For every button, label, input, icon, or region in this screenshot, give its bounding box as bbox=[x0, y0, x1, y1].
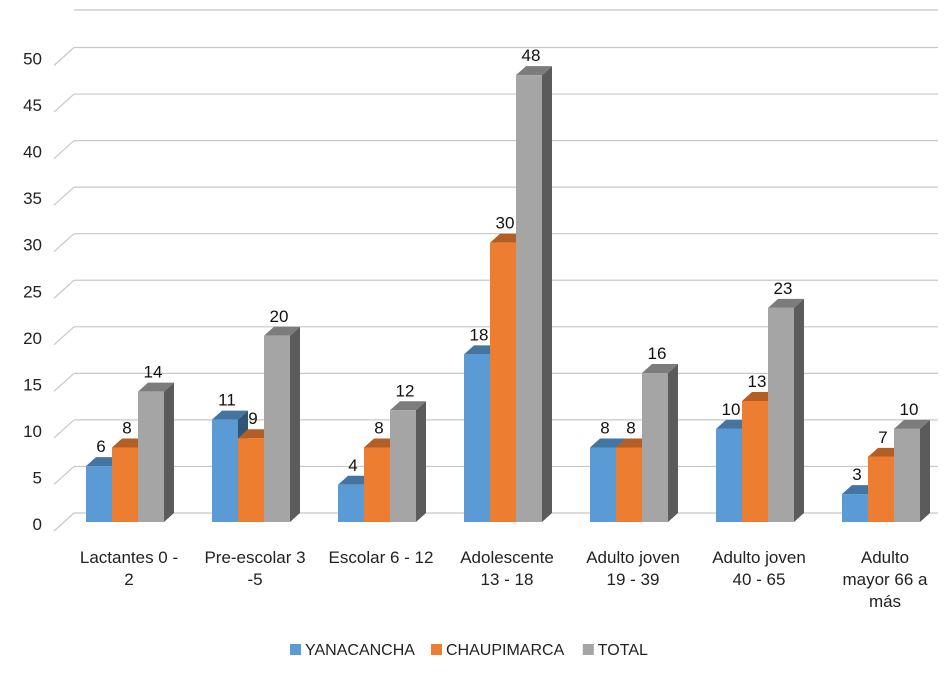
data-label: 13 bbox=[748, 372, 767, 391]
data-label: 8 bbox=[626, 419, 635, 438]
x-axis-category-labels: Lactantes 0 -2 Pre-escolar 3 -5 Escolar 6 -… bbox=[80, 548, 928, 611]
x-category-label: Pre-escolar 3 -5 bbox=[204, 548, 305, 589]
legend: YANACANCHA CHAUPIMARCA TOTAL bbox=[290, 642, 648, 659]
legend-label: YANACANCHA bbox=[305, 642, 415, 659]
bar-total-1 bbox=[264, 326, 300, 522]
legend-label: CHAUPIMARCA bbox=[446, 642, 565, 659]
y-tick-label: 30 bbox=[23, 236, 42, 255]
data-label: 18 bbox=[470, 325, 489, 344]
x-category-label: Adulto joven 40 - 65 bbox=[712, 548, 806, 589]
legend-swatch bbox=[582, 644, 594, 655]
data-label: 10 bbox=[722, 400, 741, 419]
data-label: 8 bbox=[374, 419, 383, 438]
y-tick-label: 0 bbox=[33, 515, 42, 534]
data-label: 3 bbox=[852, 465, 861, 484]
legend-item-total: TOTAL bbox=[582, 642, 648, 659]
data-label: 10 bbox=[900, 400, 919, 419]
bar-total-4 bbox=[642, 364, 678, 522]
y-tick-label: 10 bbox=[23, 422, 42, 441]
data-label: 8 bbox=[600, 419, 609, 438]
legend-swatch bbox=[431, 644, 442, 655]
x-category-label: Adolescente 13 - 18 bbox=[460, 548, 554, 589]
data-label: 11 bbox=[218, 391, 236, 410]
y-tick-label: 25 bbox=[23, 282, 42, 301]
x-category-label: Adulto mayor 66 a más bbox=[842, 548, 928, 611]
data-label: 12 bbox=[396, 381, 415, 400]
data-label: 20 bbox=[270, 307, 289, 326]
bar-total-3 bbox=[516, 66, 552, 523]
bar-total-5 bbox=[768, 298, 804, 522]
data-label: 8 bbox=[122, 419, 131, 438]
data-label: 48 bbox=[522, 46, 541, 65]
bar-total-6 bbox=[894, 419, 930, 522]
y-tick-label: 45 bbox=[23, 96, 42, 115]
y-tick-label: 20 bbox=[23, 329, 42, 348]
data-label: 9 bbox=[248, 409, 257, 428]
data-label: 23 bbox=[774, 279, 793, 298]
legend-swatch bbox=[290, 644, 301, 655]
legend-item-chaupimarca: CHAUPIMARCA bbox=[431, 642, 565, 659]
data-label: 30 bbox=[496, 214, 515, 233]
x-category-label: Escolar 6 - 12 bbox=[329, 548, 434, 567]
x-category-label: Adulto joven 19 - 39 bbox=[586, 548, 680, 589]
bar-total-2 bbox=[390, 401, 426, 522]
legend-label: TOTAL bbox=[598, 642, 648, 659]
y-tick-label: 5 bbox=[33, 468, 42, 487]
bars bbox=[86, 66, 930, 523]
x-category-label: Lactantes 0 -2 bbox=[80, 548, 178, 589]
data-label: 7 bbox=[878, 428, 887, 447]
y-axis-ticks: 0 5 10 15 20 25 30 35 40 45 50 bbox=[23, 50, 42, 535]
data-label: 4 bbox=[348, 456, 357, 475]
data-label: 16 bbox=[648, 344, 667, 363]
data-label: 14 bbox=[144, 363, 163, 382]
data-label: 6 bbox=[96, 437, 105, 456]
y-tick-label: 40 bbox=[23, 143, 42, 162]
legend-item-yanacancha: YANACANCHA bbox=[290, 642, 415, 659]
y-tick-label: 50 bbox=[23, 50, 42, 69]
bar-total-0 bbox=[138, 382, 174, 522]
y-tick-label: 35 bbox=[23, 189, 42, 208]
y-tick-label: 15 bbox=[23, 375, 42, 394]
